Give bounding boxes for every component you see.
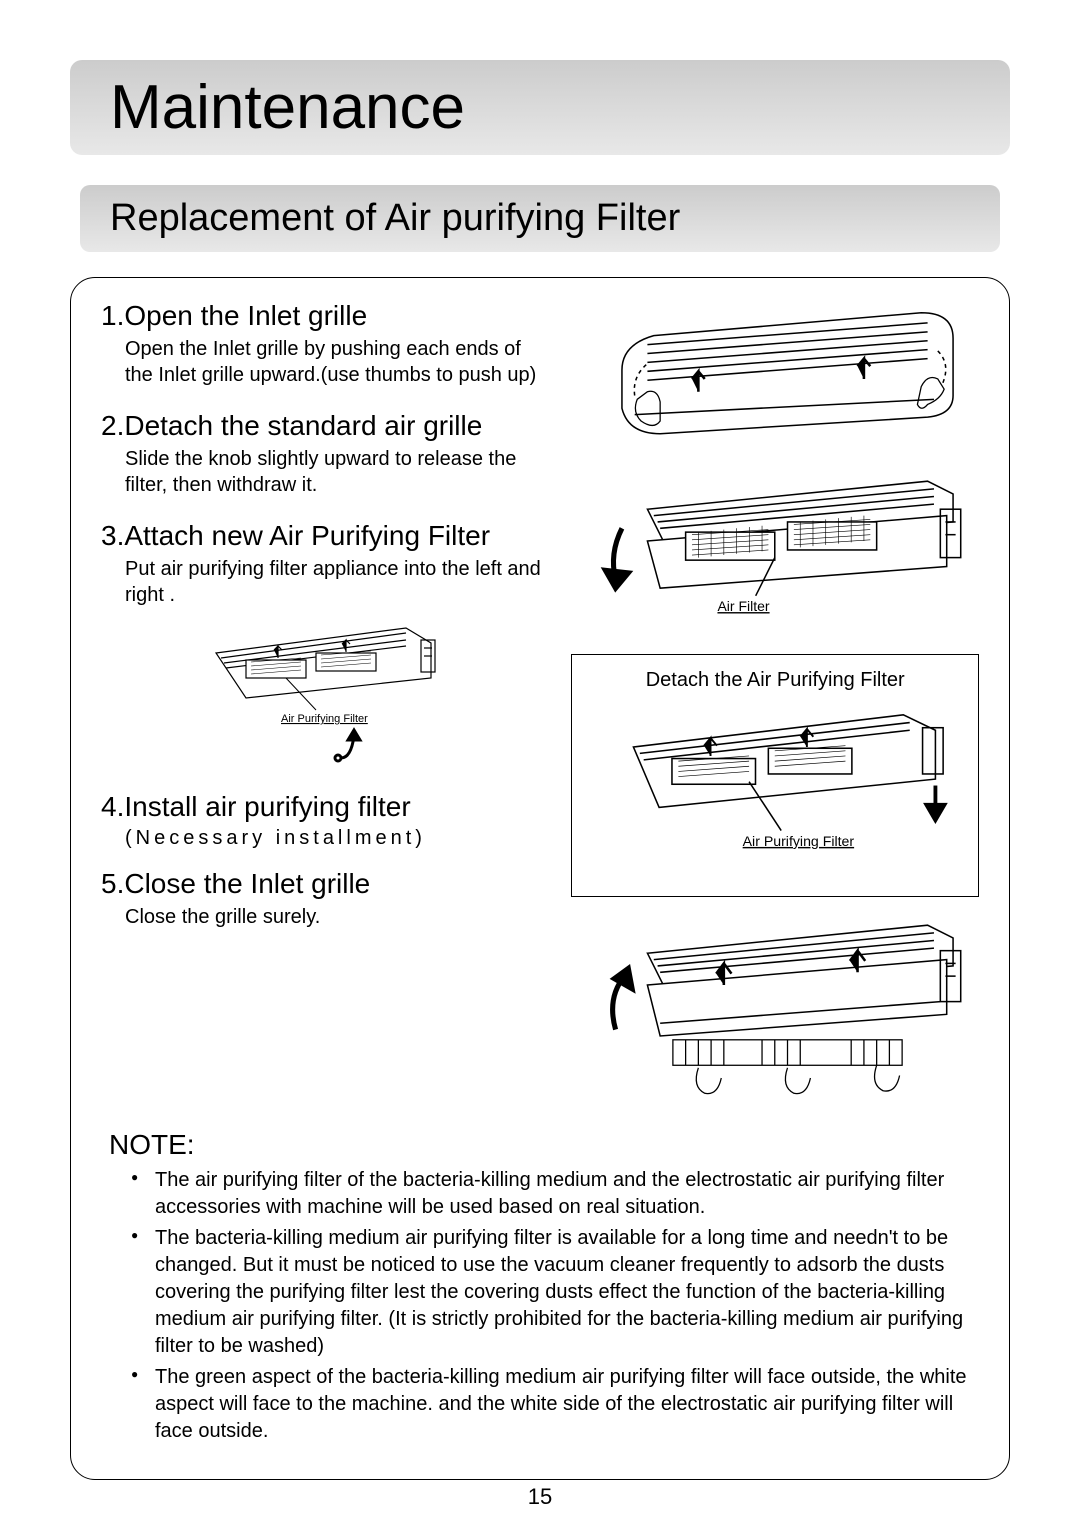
note-list: The air purifying filter of the bacteria… <box>131 1167 979 1445</box>
step3-label: Air Purifying Filter <box>281 713 368 725</box>
step-2-heading: 2.Detach the standard air grille <box>101 410 551 442</box>
step-2-body: Slide the knob slightly upward to releas… <box>125 446 551 498</box>
step-5-body: Close the grille surely. <box>125 904 551 930</box>
step-4-heading: 4.Install air purifying filter <box>101 791 551 823</box>
step-1-body: Open the Inlet grille by pushing each en… <box>125 336 551 388</box>
step-5: 5.Close the Inlet grille Close the grill… <box>101 868 551 930</box>
step-3-heading: 3.Attach new Air Purifying Filter <box>101 520 551 552</box>
title-bar: Maintenance <box>70 60 1010 155</box>
diagram-detach-filter: Air Filter <box>571 471 979 637</box>
content-box: 1.Open the Inlet grille Open the Inlet g… <box>70 277 1010 1480</box>
inset-label: Air Purifying Filter <box>743 833 855 849</box>
step-3: 3.Attach new Air Purifying Filter Put ai… <box>101 520 551 773</box>
step-3-diagram: Air Purifying Filter <box>101 618 551 773</box>
inset-title: Detach the Air Purifying Filter <box>582 669 968 692</box>
step-4: 4.Install air purifying filter (Necessar… <box>101 791 551 850</box>
step-1-heading: 1.Open the Inlet grille <box>101 300 551 332</box>
step-1: 1.Open the Inlet grille Open the Inlet g… <box>101 300 551 388</box>
diagram2-label: Air Filter <box>718 598 770 614</box>
diagram-open-grille <box>571 300 979 453</box>
inset-detach-purifying: Detach the Air Purifying Filter <box>571 654 979 897</box>
subtitle-bar: Replacement of Air purifying Filter <box>80 185 1000 252</box>
step-4-sub: (Necessary installment) <box>125 827 551 850</box>
step-5-heading: 5.Close the Inlet grille <box>101 868 551 900</box>
note-item: The air purifying filter of the bacteria… <box>131 1167 979 1221</box>
page-number: 15 <box>0 1484 1080 1510</box>
section-title: Replacement of Air purifying Filter <box>110 197 970 240</box>
right-column: Air Filter Detach the Air Purifying Filt… <box>571 300 979 1119</box>
note-item: The bacteria-killing medium air purifyin… <box>131 1225 979 1360</box>
step-2: 2.Detach the standard air grille Slide t… <box>101 410 551 498</box>
diagram-close-grille <box>571 915 979 1119</box>
page-title: Maintenance <box>110 72 970 143</box>
step-3-body: Put air purifying filter appliance into … <box>125 556 551 608</box>
note-item: The green aspect of the bacteria-killing… <box>131 1364 979 1445</box>
left-column: 1.Open the Inlet grille Open the Inlet g… <box>101 300 551 1119</box>
note-heading: NOTE: <box>109 1129 979 1161</box>
